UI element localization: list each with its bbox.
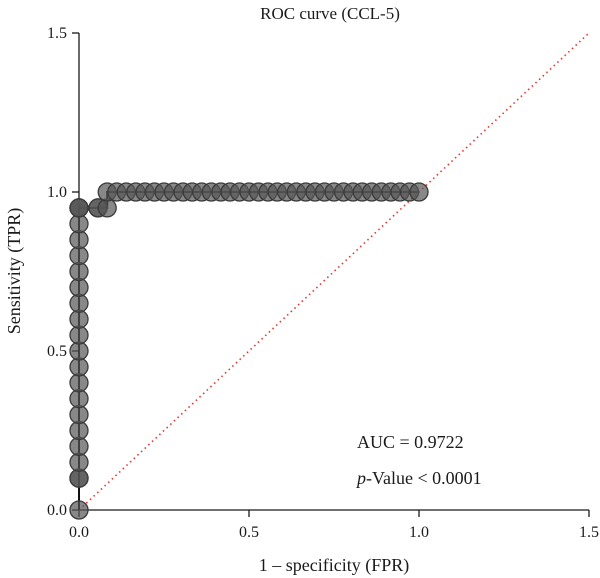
y-axis-title: Sensitivity (TPR) bbox=[4, 208, 25, 335]
roc-points bbox=[69, 182, 429, 520]
p-value-annotation: p-Value < 0.0001 bbox=[355, 468, 482, 488]
x-axis-ticks: 0.0 0.5 1.0 1.5 bbox=[69, 510, 599, 541]
reference-diagonal-line bbox=[78, 32, 590, 511]
roc-point bbox=[409, 182, 429, 202]
roc-point bbox=[69, 198, 89, 218]
p-value-rest: -Value < 0.0001 bbox=[366, 468, 482, 488]
y-tick-label: 1.5 bbox=[47, 25, 67, 42]
y-tick-label: 0.5 bbox=[47, 343, 67, 360]
x-tick-label: 1.5 bbox=[579, 524, 599, 541]
y-tick-label: 1.0 bbox=[47, 184, 67, 201]
p-value-italic-p: p bbox=[355, 468, 366, 488]
x-tick-label: 0.5 bbox=[239, 524, 259, 541]
auc-annotation: AUC = 0.9722 bbox=[357, 432, 464, 452]
x-tick-label: 0.0 bbox=[69, 524, 89, 541]
x-tick-label: 1.0 bbox=[409, 524, 429, 541]
chart-title: ROC curve (CCL-5) bbox=[260, 4, 400, 23]
roc-point bbox=[69, 500, 89, 520]
y-tick-label: 0.0 bbox=[47, 502, 67, 519]
y-axis-ticks: 0.0 0.5 1.0 1.5 bbox=[47, 25, 79, 519]
x-axis-title: 1 – specificity (FPR) bbox=[259, 555, 410, 576]
